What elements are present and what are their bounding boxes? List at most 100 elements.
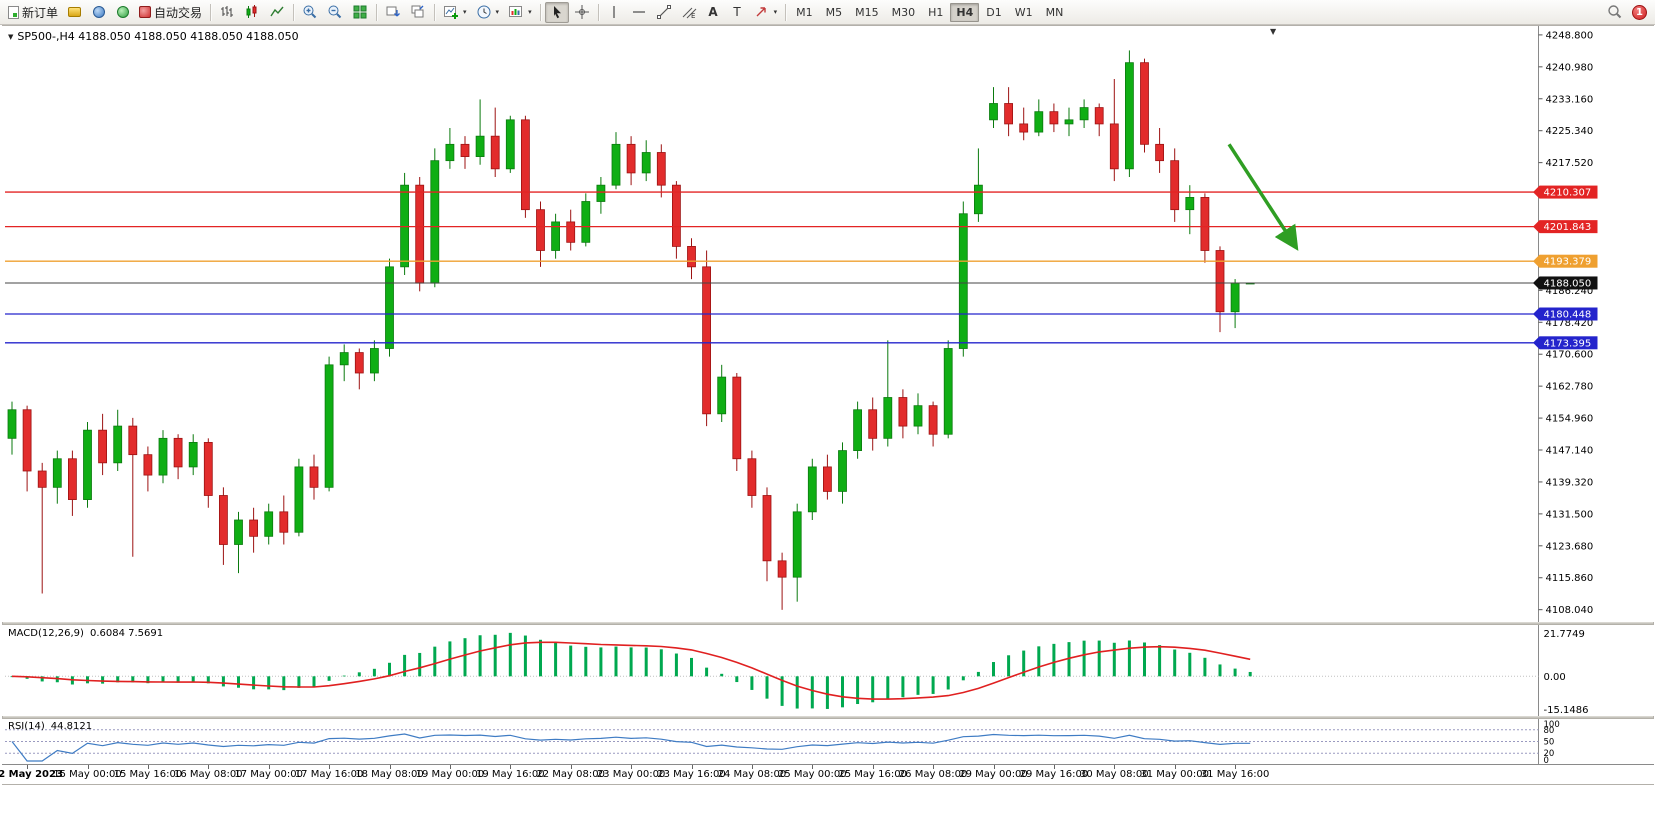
- chart-bars-button[interactable]: [215, 2, 239, 23]
- zoom-out-button[interactable]: [323, 2, 347, 23]
- label-tool-button[interactable]: T: [726, 2, 749, 23]
- chart-line-button[interactable]: [265, 2, 289, 23]
- search-button[interactable]: [1603, 2, 1627, 23]
- svg-text:E: E: [691, 12, 695, 20]
- indicators-button[interactable]: ▾: [439, 2, 471, 23]
- chart-candles-button[interactable]: [240, 2, 264, 23]
- svg-text:0: 0: [1544, 756, 1549, 764]
- macd-panel[interactable]: 21.7749 0.00 -15.1486: [2, 625, 1654, 716]
- svg-text:4225.340: 4225.340: [1546, 126, 1594, 137]
- globe-icon: [116, 6, 129, 18]
- svg-text:4233.160: 4233.160: [1546, 94, 1594, 105]
- crosshair-icon: [574, 5, 589, 19]
- templates-button[interactable]: ▾: [504, 2, 536, 23]
- notifications-button[interactable]: 1: [1628, 2, 1651, 23]
- svg-text:4162.780: 4162.780: [1546, 382, 1594, 393]
- profile-icon: [92, 6, 105, 18]
- symbol-dropdown-icon[interactable]: ▼: [8, 32, 14, 41]
- time-label: 12 May 2023: [0, 769, 63, 780]
- arrows-tool-button[interactable]: ▾: [750, 2, 782, 23]
- timeframe-w1[interactable]: W1: [1014, 5, 1033, 19]
- community-button[interactable]: [111, 2, 134, 23]
- time-label: 17 May 16:00: [294, 769, 364, 780]
- svg-text:4186.240: 4186.240: [1546, 286, 1594, 297]
- time-axis-tick: [631, 765, 633, 769]
- zoom-in-icon: [303, 5, 317, 19]
- time-label: 16 May 08:00: [174, 769, 243, 780]
- svg-text:4188.050: 4188.050: [1544, 278, 1592, 289]
- timeframe-mn[interactable]: MN: [1045, 5, 1064, 19]
- toolbar-separator: [293, 3, 295, 21]
- periods-button[interactable]: ▾: [472, 2, 504, 23]
- time-axis-tick: [691, 765, 693, 769]
- price-chart-panel[interactable]: 4248.800 4240.980 4233.160 4225.340 4217.520…: [2, 26, 1654, 622]
- trendline-icon: [656, 5, 671, 19]
- crosshair-button[interactable]: [570, 2, 594, 23]
- toolbar-separator: [785, 3, 787, 21]
- chart-shift-marker[interactable]: ▼: [1270, 27, 1277, 36]
- tile-windows-icon: [353, 5, 367, 19]
- horizontal-line-tool-button[interactable]: [627, 2, 651, 23]
- editor-icon: [68, 7, 82, 17]
- timeframe-d1[interactable]: D1: [986, 5, 1002, 19]
- time-label: 19 May 16:00: [476, 769, 545, 780]
- time-axis-tick: [872, 765, 874, 769]
- time-label: 15 May 00:00: [53, 769, 122, 780]
- panel-resize-handle[interactable]: [3, 622, 1653, 625]
- time-axis-tick: [87, 765, 89, 769]
- time-axis-tick: [268, 765, 270, 769]
- time-axis-tick: [570, 765, 572, 769]
- timeframe-m15[interactable]: M15: [855, 5, 879, 19]
- arrange-windows-button[interactable]: [381, 2, 405, 23]
- trend-arrow-annotation[interactable]: [1227, 143, 1299, 251]
- svg-text:-15.1486: -15.1486: [1544, 705, 1589, 716]
- svg-text:4170.600: 4170.600: [1546, 350, 1594, 361]
- time-axis-tick: [1114, 765, 1116, 769]
- horizontal-line-icon: [632, 11, 645, 13]
- autotrade-button[interactable]: 自动交易: [135, 2, 206, 23]
- vertical-line-tool-button[interactable]: [603, 2, 626, 23]
- toolbar-separator: [539, 3, 541, 21]
- rsi-title: RSI(14): [8, 721, 45, 732]
- timeframe-h4[interactable]: H4: [950, 2, 980, 22]
- svg-text:100: 100: [1544, 720, 1560, 730]
- zoom-in-button[interactable]: [298, 2, 322, 23]
- svg-text:4240.980: 4240.980: [1546, 62, 1594, 73]
- timeframe-m5[interactable]: M5: [825, 5, 843, 19]
- timeframe-m1[interactable]: M1: [796, 5, 813, 19]
- trendline-tool-button[interactable]: [652, 2, 676, 23]
- cascade-windows-button[interactable]: [406, 2, 430, 23]
- new-order-button[interactable]: 新订单: [4, 2, 62, 23]
- clock-icon: [477, 5, 491, 19]
- svg-text:50: 50: [1544, 738, 1555, 748]
- toolbar-separator: [434, 3, 436, 21]
- cursor-button[interactable]: [544, 1, 569, 23]
- timeframe-m30[interactable]: M30: [891, 5, 916, 19]
- chevron-down-icon: ▾: [463, 8, 467, 16]
- channel-icon: E: [682, 7, 696, 20]
- text-tool-button[interactable]: A: [702, 2, 725, 23]
- panel-resize-handle[interactable]: [3, 716, 1653, 719]
- support-resistance-lines[interactable]: [5, 191, 1539, 344]
- rsi-value: 44.8121: [50, 721, 93, 732]
- svg-text:4180.448: 4180.448: [1544, 310, 1592, 321]
- equidistant-channel-tool-button[interactable]: E: [677, 2, 701, 23]
- autotrade-label: 自动交易: [154, 5, 203, 20]
- text-tool-icon: A: [708, 5, 718, 19]
- rsi-label: RSI(14) 44.8121: [8, 721, 98, 732]
- main-toolbar: 新订单 自动交易 ▾ ▾ ▾: [0, 0, 1655, 25]
- time-axis-tick: [1053, 765, 1055, 769]
- timeframe-h1[interactable]: H1: [928, 5, 944, 19]
- price-axis-ticks: 4248.800 4240.980 4233.160 4225.340 4217.520…: [1538, 30, 1594, 616]
- time-axis-tick: [1174, 765, 1176, 769]
- metaeditor-button[interactable]: [63, 2, 86, 23]
- time-label: 30 May 08:00: [1080, 769, 1149, 780]
- profiles-button[interactable]: [87, 2, 110, 23]
- tile-windows-button[interactable]: [348, 2, 372, 23]
- zoom-out-icon: [328, 5, 342, 19]
- time-label: 26 May 08:00: [898, 769, 968, 780]
- time-label: 17 May 00:00: [234, 769, 303, 780]
- notification-badge: 1: [1632, 4, 1647, 20]
